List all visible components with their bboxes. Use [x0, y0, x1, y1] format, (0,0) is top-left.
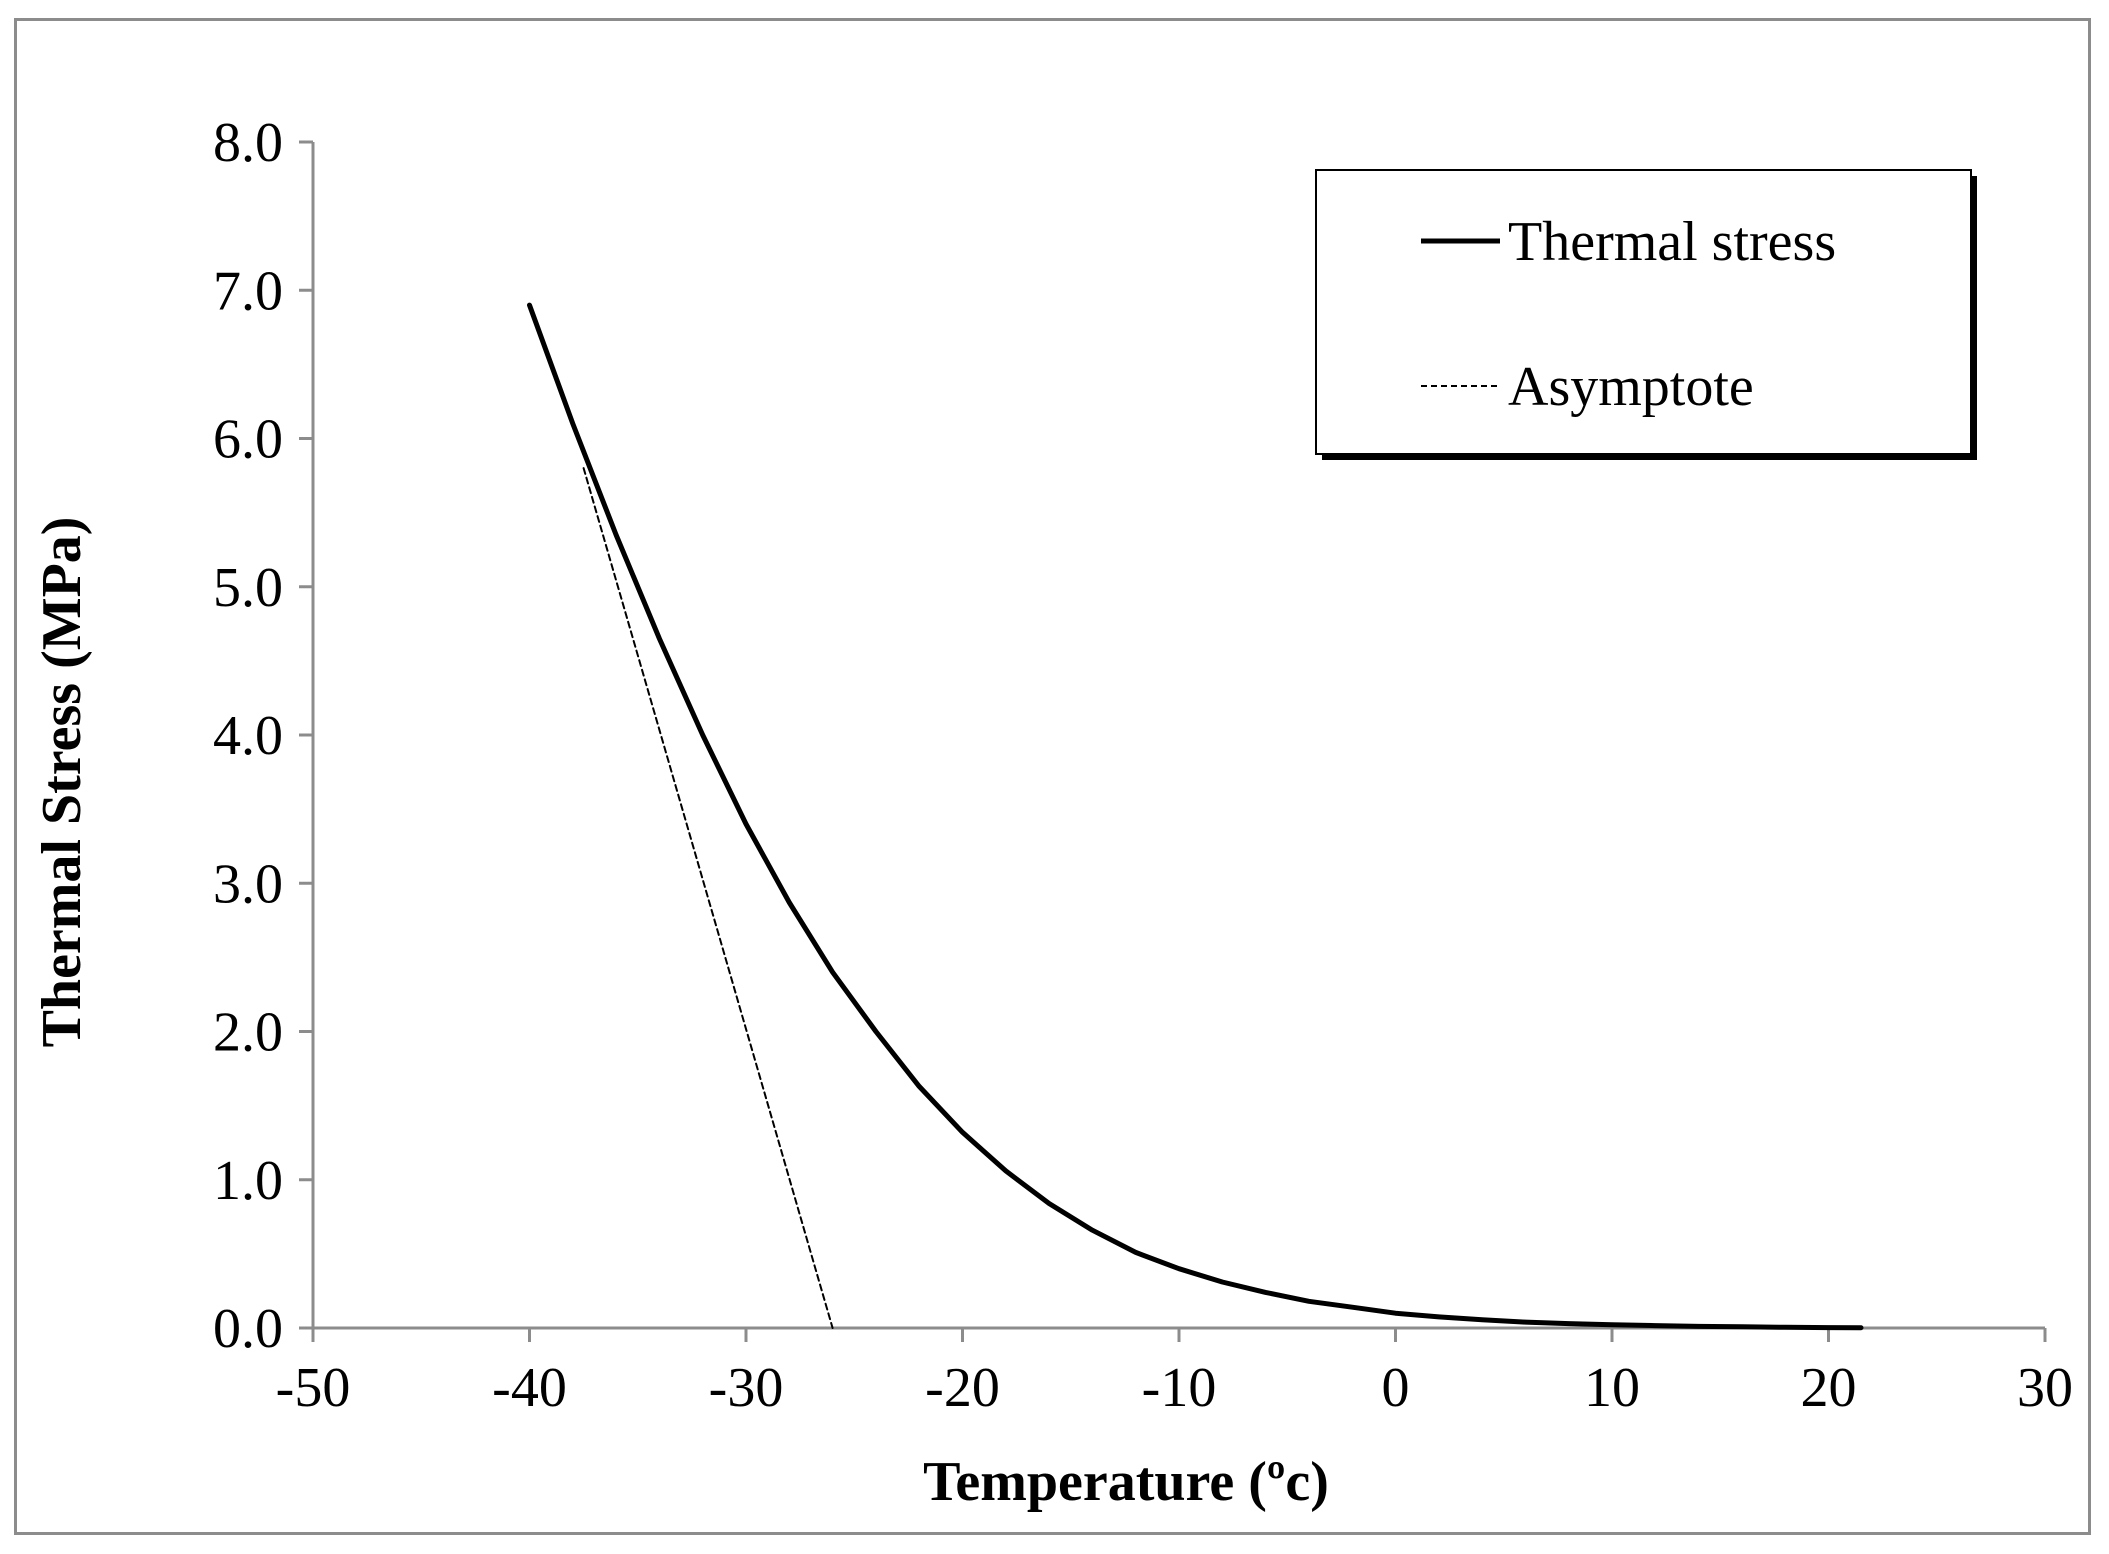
x-tick-label: -40: [492, 1357, 567, 1419]
x-axis-title: Temperature (ºc): [923, 1451, 1329, 1513]
x-tick-label: 10: [1584, 1357, 1640, 1419]
y-tick-label: 5.0: [213, 557, 283, 619]
series-line-thermal-stress: [527, 302, 1864, 1331]
y-tick-label: 6.0: [213, 409, 283, 471]
x-tick-label: 0: [1382, 1357, 1410, 1419]
y-tick-label: 7.0: [213, 260, 283, 322]
axes: 0.0 1.0 2.0 3.0 4.0 5.0 6.0 7.0 8.0 -50 -40 -30 -20 -…: [213, 112, 2073, 1419]
y-tick-label: 1.0: [213, 1150, 283, 1212]
x-tick-label: -10: [1142, 1357, 1217, 1419]
legend-box: [1315, 169, 1972, 455]
x-tick-label: 20: [1801, 1357, 1857, 1419]
y-axis-title: Thermal Stress (MPa): [31, 517, 93, 1048]
y-tick-label: 3.0: [213, 853, 283, 915]
x-tick-label: -20: [925, 1357, 1000, 1419]
x-tick-label: -30: [709, 1357, 784, 1419]
legend-label-thermal-stress: Thermal stress: [1508, 211, 1836, 273]
y-tick-label: 2.0: [213, 1002, 283, 1064]
y-tick-label: 4.0: [213, 705, 283, 767]
series-line-asymptote: [582, 467, 834, 1329]
legend: Thermal stress Asymptote: [1315, 169, 1977, 460]
x-tick-label: -50: [276, 1357, 351, 1419]
y-tick-label: 8.0: [213, 112, 283, 174]
legend-label-asymptote: Asymptote: [1508, 356, 1754, 418]
x-tick-label: 30: [2017, 1357, 2073, 1419]
y-tick-label: 0.0: [213, 1298, 283, 1360]
series-layer: [527, 302, 1864, 1331]
